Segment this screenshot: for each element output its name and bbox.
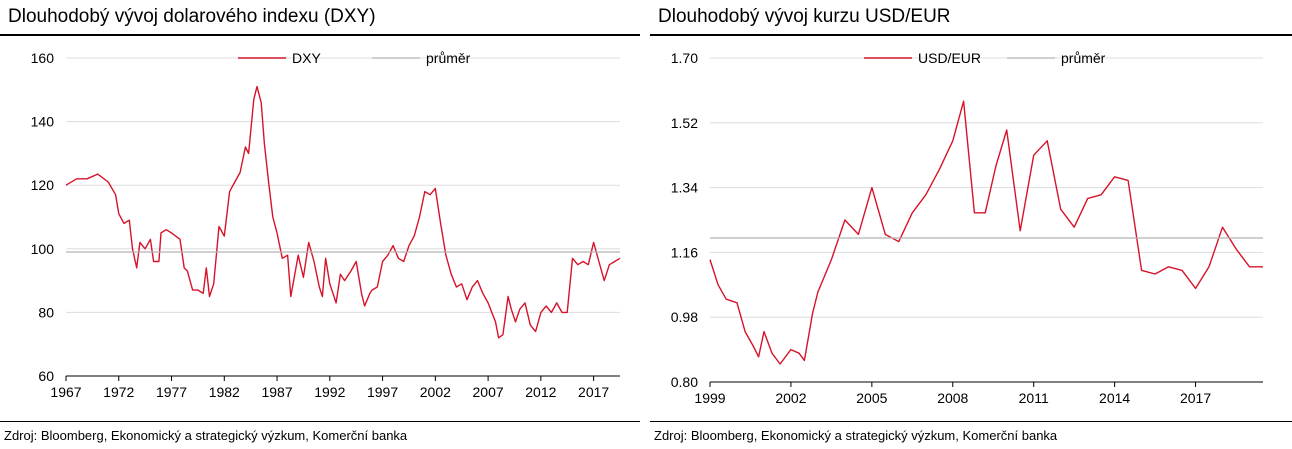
y-tick-label: 0.80 [671,374,698,390]
series-line [65,85,621,339]
y-tick-label: 1.70 [671,50,698,66]
y-tick-label: 0.98 [671,309,698,325]
y-tick-label: 120 [31,177,55,193]
x-tick-label: 2002 [775,390,806,406]
y-tick-label: 100 [31,241,55,257]
y-tick-label: 1.34 [671,180,698,196]
x-tick-label: 1997 [367,384,398,400]
source-note: Zdroj: Bloomberg, Ekonomický a strategic… [4,428,408,443]
x-tick-label: 1972 [103,384,134,400]
title-rule [0,34,640,36]
x-tick-label: 2002 [420,384,451,400]
x-tick-label: 2005 [856,390,887,406]
y-tick-label: 140 [31,114,55,130]
chart-title: Dlouhodobý vývoj dolarového indexu (DXY) [8,6,376,27]
x-tick-label: 2007 [473,384,504,400]
x-tick-label: 2017 [578,384,609,400]
series-line [709,100,1263,365]
x-tick-label: 2017 [1180,390,1211,406]
y-tick-label: 60 [38,368,54,384]
legend-label: DXY [292,50,321,66]
source-rule [0,421,640,422]
y-tick-label: 160 [31,50,55,66]
usdeur-line-chart: 0.80 0.98 1.16 1.34 1.52 1.70 1999 2002 2005 2008… [671,50,1263,406]
x-tick-label: 1999 [694,390,725,406]
y-tick-label: 80 [38,304,54,320]
x-tick-label: 1992 [314,384,345,400]
x-tick-label: 1987 [261,384,292,400]
chart-title: Dlouhodobý vývoj kurzu USD/EUR [658,6,951,27]
dxy-line-chart: 60 80 100 120 140 160 1967 1972 1977 1982 1987 1992… [31,50,621,400]
x-tick-label: 2008 [937,390,968,406]
x-tick-label: 2012 [525,384,556,400]
x-tick-label: 1967 [50,384,81,400]
legend-label: průměr [1061,50,1106,66]
dxy-chart-panel: Dlouhodobý vývoj dolarového indexu (DXY)… [0,0,640,449]
source-note: Zdroj: Bloomberg, Ekonomický a strategic… [654,428,1058,443]
legend-label: USD/EUR [918,50,981,66]
x-tick-label: 2011 [1019,390,1049,406]
y-tick-label: 1.52 [671,115,698,131]
usdeur-chart-panel: Dlouhodobý vývoj kurzu USD/EUR 0.80 0.98 1… [650,0,1292,449]
x-tick-label: 1982 [209,384,240,400]
x-tick-label: 1977 [156,384,187,400]
title-rule [650,34,1292,36]
legend-label: průměr [426,50,471,66]
y-tick-label: 1.16 [671,244,698,260]
x-tick-label: 2014 [1099,390,1130,406]
source-rule [650,421,1292,422]
